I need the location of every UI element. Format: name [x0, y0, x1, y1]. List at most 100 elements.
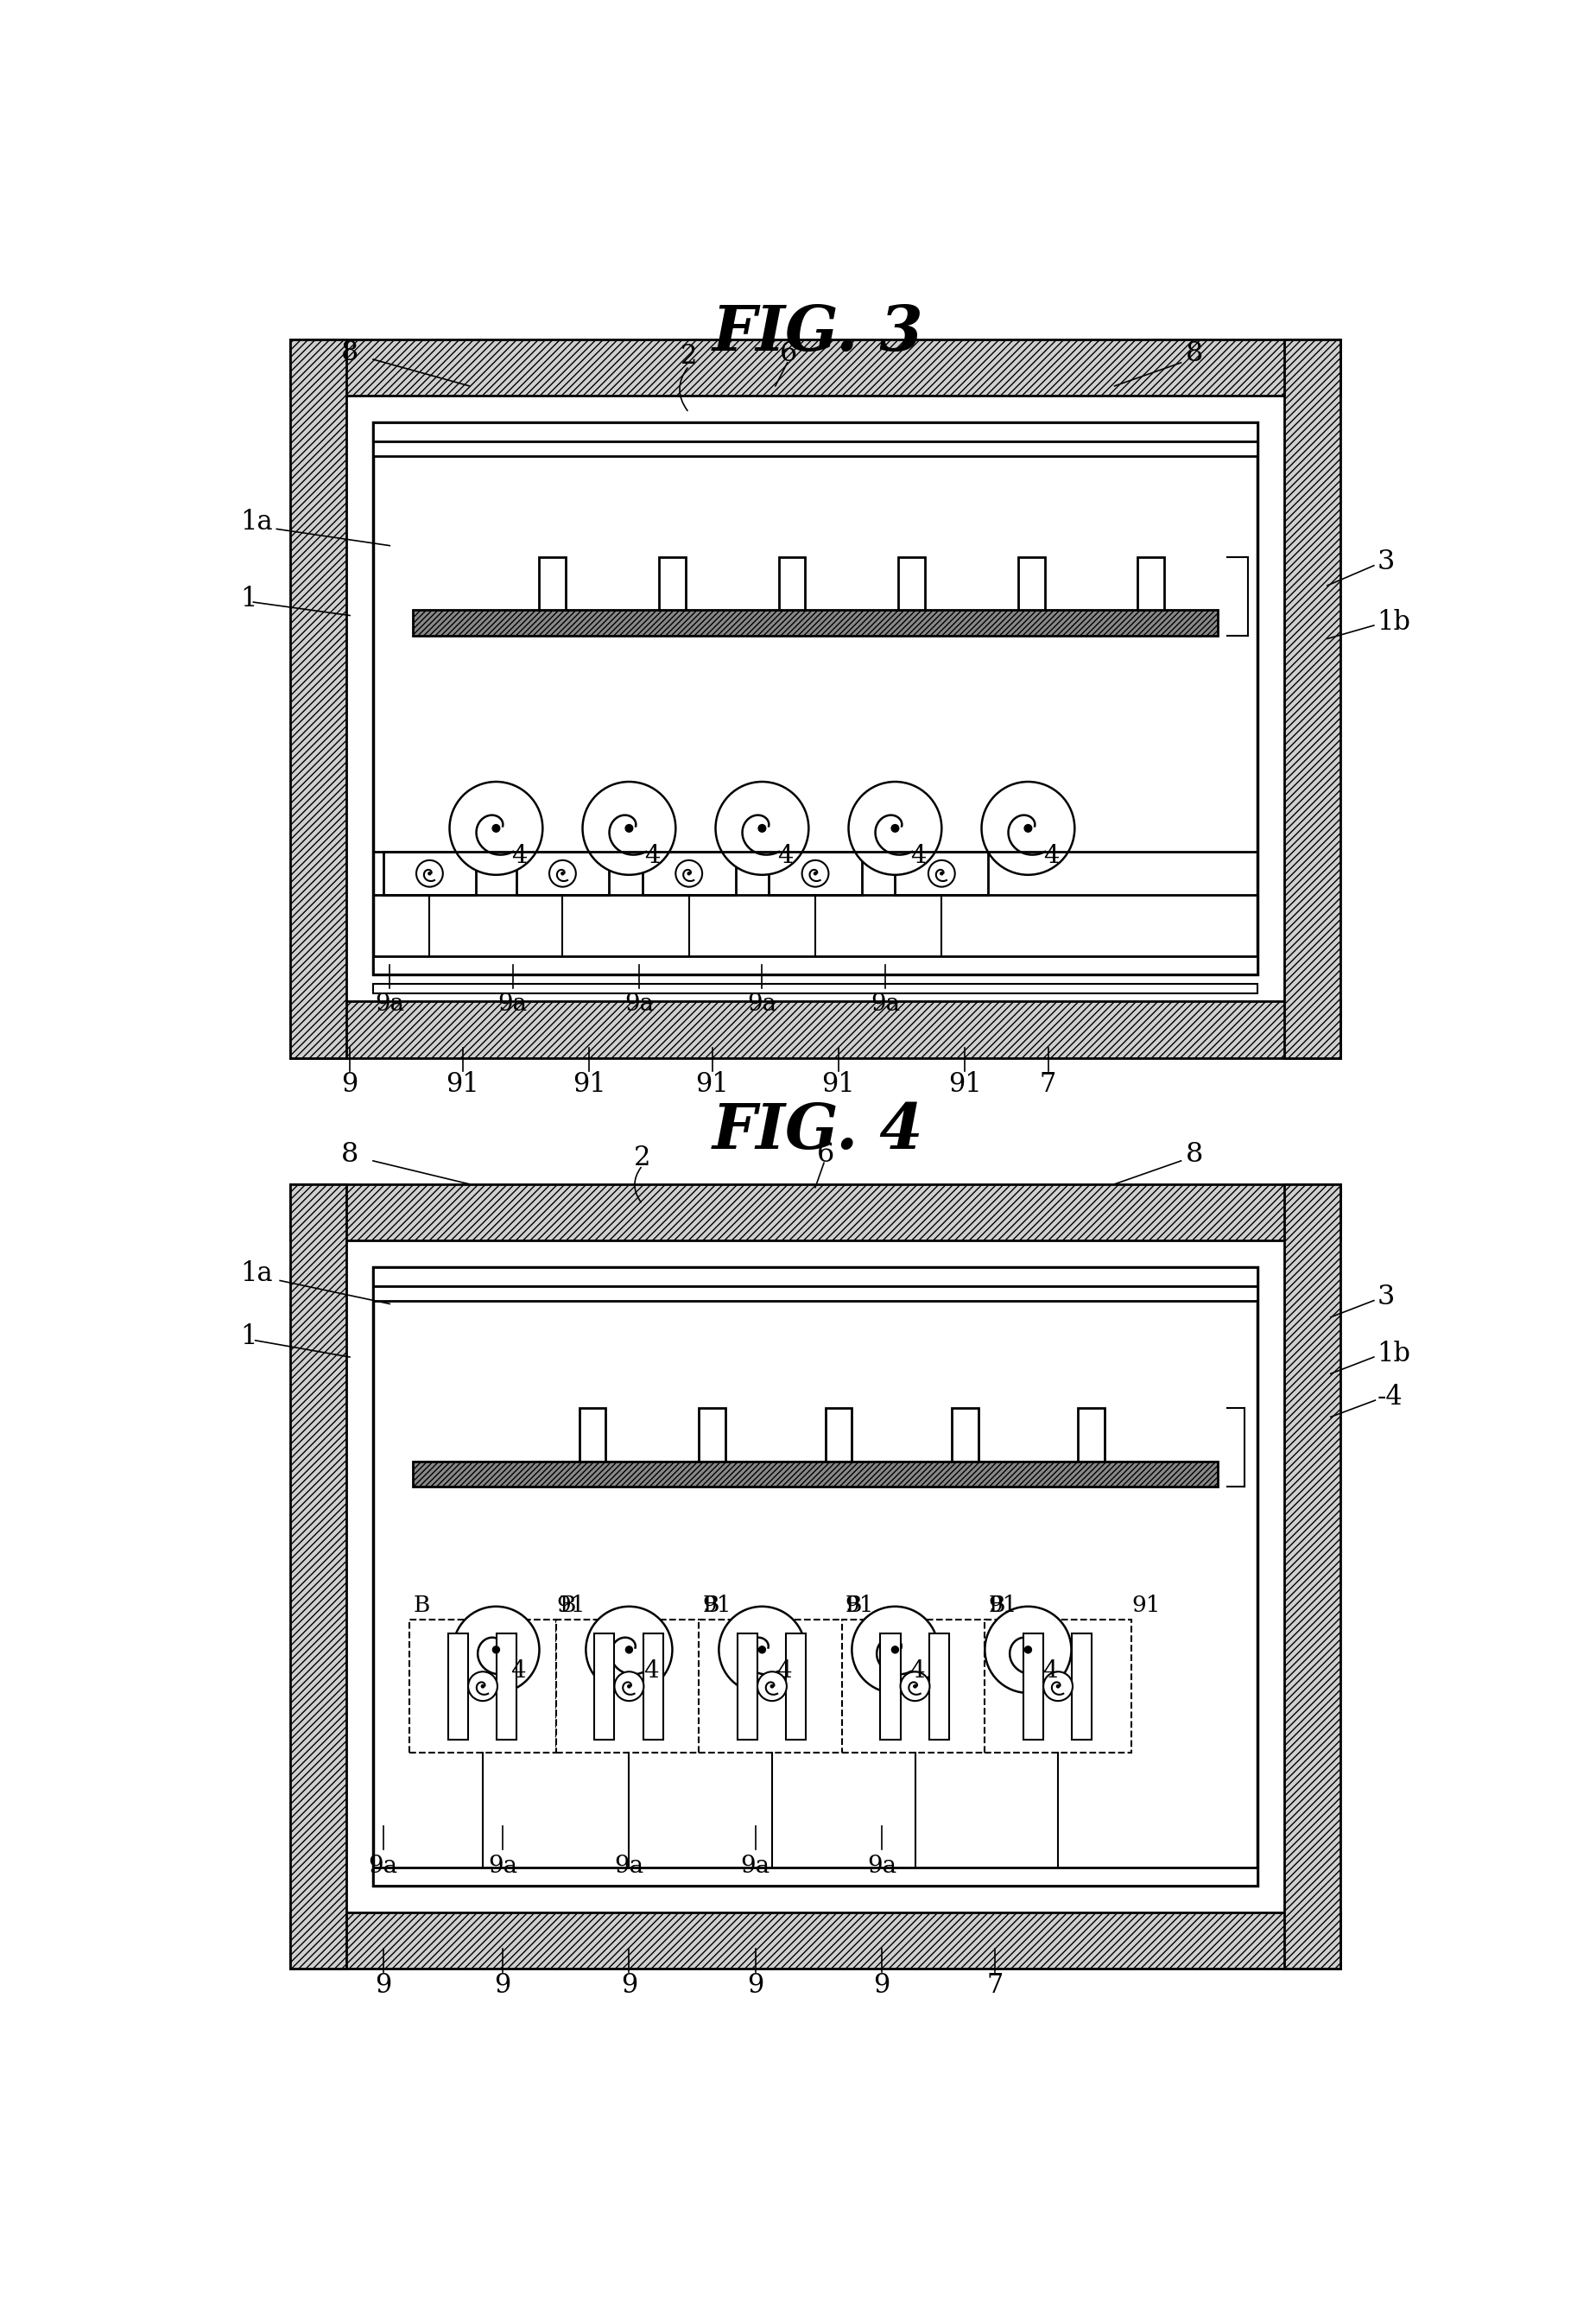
Circle shape [675, 861, 702, 886]
Text: 9a: 9a [867, 1853, 897, 1878]
Circle shape [549, 861, 576, 886]
Text: 9a: 9a [614, 1853, 643, 1878]
Text: 8: 8 [1186, 1142, 1203, 1167]
Text: -4: -4 [1377, 1384, 1403, 1411]
Text: 9a: 9a [747, 992, 777, 1015]
Circle shape [493, 824, 500, 831]
Text: B: B [702, 1595, 720, 1616]
Text: 9a: 9a [488, 1853, 517, 1878]
Circle shape [450, 783, 543, 875]
Bar [373, 1268, 1258, 1885]
Bar [383, 852, 476, 895]
Circle shape [849, 783, 942, 875]
Text: 91: 91 [447, 1070, 479, 1098]
Text: 4: 4 [910, 1660, 924, 1683]
Circle shape [771, 1685, 774, 1687]
Circle shape [1025, 1646, 1031, 1653]
Bar [290, 338, 346, 1057]
Text: 91: 91 [555, 1595, 586, 1616]
Text: 4: 4 [777, 845, 793, 868]
Text: FIG. 4: FIG. 4 [712, 1100, 924, 1163]
Bar [785, 1632, 806, 1740]
Text: 1: 1 [239, 1324, 257, 1351]
Circle shape [892, 1646, 899, 1653]
Circle shape [1057, 1685, 1060, 1687]
Text: B: B [846, 1595, 862, 1616]
Text: 91: 91 [702, 1595, 731, 1616]
Text: 9: 9 [495, 1973, 511, 1998]
Text: 9: 9 [747, 1973, 764, 1998]
Circle shape [758, 1646, 766, 1653]
Bar [929, 1632, 950, 1740]
Circle shape [929, 861, 954, 886]
Text: 8: 8 [342, 1142, 359, 1167]
Bar [373, 424, 1258, 442]
Circle shape [493, 1646, 500, 1653]
Bar [951, 1409, 978, 1462]
Circle shape [453, 1607, 539, 1692]
Text: B: B [988, 1595, 1005, 1616]
Text: 4: 4 [643, 1660, 658, 1683]
Circle shape [626, 1646, 632, 1653]
Circle shape [985, 1607, 1071, 1692]
Bar [1077, 1409, 1104, 1462]
Bar [413, 1462, 1218, 1487]
Circle shape [913, 1685, 916, 1687]
Bar [825, 1409, 852, 1462]
Circle shape [940, 872, 943, 875]
Bar [769, 852, 862, 895]
Bar [290, 1183, 346, 1968]
Circle shape [468, 1671, 498, 1701]
Bar [410, 1621, 555, 1752]
Text: 9a: 9a [369, 1853, 397, 1878]
Circle shape [814, 872, 817, 875]
Circle shape [586, 1607, 672, 1692]
Text: 2: 2 [680, 343, 697, 368]
Circle shape [614, 1671, 643, 1701]
Bar [899, 557, 926, 610]
Text: 1a: 1a [239, 1261, 273, 1287]
Text: 91: 91 [573, 1070, 606, 1098]
Text: 91: 91 [988, 1595, 1017, 1616]
Bar [290, 1183, 1341, 1241]
Bar [373, 1287, 1258, 1301]
Circle shape [718, 1607, 806, 1692]
Bar [659, 557, 686, 610]
Bar [881, 1632, 900, 1740]
Bar [779, 557, 806, 610]
Bar [595, 1632, 614, 1740]
Circle shape [801, 861, 828, 886]
Circle shape [852, 1607, 938, 1692]
Bar [1138, 557, 1165, 610]
Text: 9a: 9a [870, 992, 900, 1015]
Text: 4: 4 [776, 1660, 792, 1683]
Bar [516, 852, 610, 895]
Text: 9: 9 [873, 1973, 891, 1998]
Bar [373, 955, 1258, 974]
Bar [1073, 1632, 1092, 1740]
Bar [1023, 1632, 1044, 1740]
Bar [843, 1621, 988, 1752]
Text: 3: 3 [1377, 1285, 1395, 1310]
Circle shape [583, 783, 675, 875]
Text: 6: 6 [817, 1142, 835, 1167]
Text: 8: 8 [1186, 341, 1203, 368]
Text: 9: 9 [342, 1070, 358, 1098]
Bar [290, 338, 1341, 396]
Text: 6: 6 [780, 341, 798, 368]
Bar [346, 1241, 1285, 1913]
Circle shape [417, 861, 444, 886]
Circle shape [1044, 1671, 1073, 1701]
Text: 7: 7 [1039, 1070, 1057, 1098]
Text: 4: 4 [511, 845, 527, 868]
Text: 91: 91 [846, 1595, 875, 1616]
Bar [346, 396, 1285, 1001]
Text: 1b: 1b [1377, 608, 1411, 635]
Bar [579, 1409, 606, 1462]
Text: 3: 3 [1377, 548, 1395, 576]
Text: 4: 4 [1042, 1660, 1057, 1683]
Bar [985, 1621, 1132, 1752]
Text: 1b: 1b [1377, 1340, 1411, 1367]
Bar [539, 557, 567, 610]
Text: 4: 4 [1044, 845, 1060, 868]
